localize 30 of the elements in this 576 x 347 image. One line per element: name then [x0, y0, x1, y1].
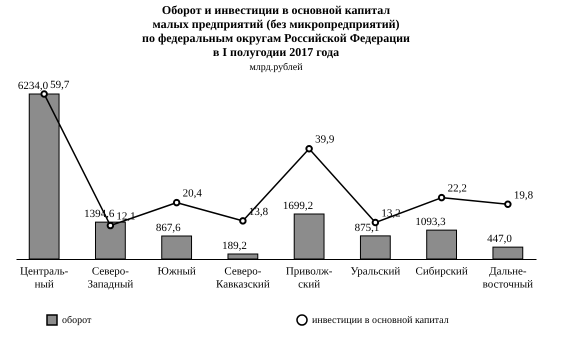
x-tick-label: Сибирский [415, 266, 468, 278]
legend-label: инвестиции в основной капитал [312, 315, 449, 326]
x-tick-label: Уральский [350, 266, 400, 278]
data-label: 6234,0 [18, 80, 49, 92]
data-label: 20,4 [182, 188, 202, 200]
point [172, 198, 180, 206]
x-tick-label: Централь- ный [20, 266, 69, 290]
point [239, 217, 247, 225]
x-tick-label: Северо- Кавказский [216, 266, 270, 290]
x-tick-label: Южный [158, 266, 196, 278]
data-label: 19,8 [514, 189, 534, 202]
data-label: 1093,3 [415, 216, 446, 228]
data-label: 875,1 [354, 222, 380, 234]
data-label: 39,9 [315, 134, 335, 146]
chart-subtitle: млрд.рублей [249, 62, 304, 73]
point [106, 222, 114, 230]
point [504, 200, 512, 208]
data-label: 867,6 [156, 222, 182, 234]
legend-label: оборот [62, 315, 92, 326]
x-tick-label: Северо- Западный [88, 266, 134, 290]
point [438, 194, 446, 202]
data-label: 189,2 [222, 240, 247, 252]
data-label: 447,0 [487, 233, 512, 246]
data-label: 59,7 [50, 79, 70, 91]
data-label: 22,2 [448, 182, 467, 195]
chart-title: Оборот и инвестиции в основной капитал малых предприятий (без микропредприятий) по федеральным округам Российской Федерации в I полугодии 2017 года [142, 3, 410, 59]
data-label: 1699,2 [282, 200, 314, 212]
x-tick-label: Дальне- восточный [482, 266, 534, 290]
x-tick-label: Приволж- ский [286, 266, 333, 290]
point [305, 144, 313, 152]
